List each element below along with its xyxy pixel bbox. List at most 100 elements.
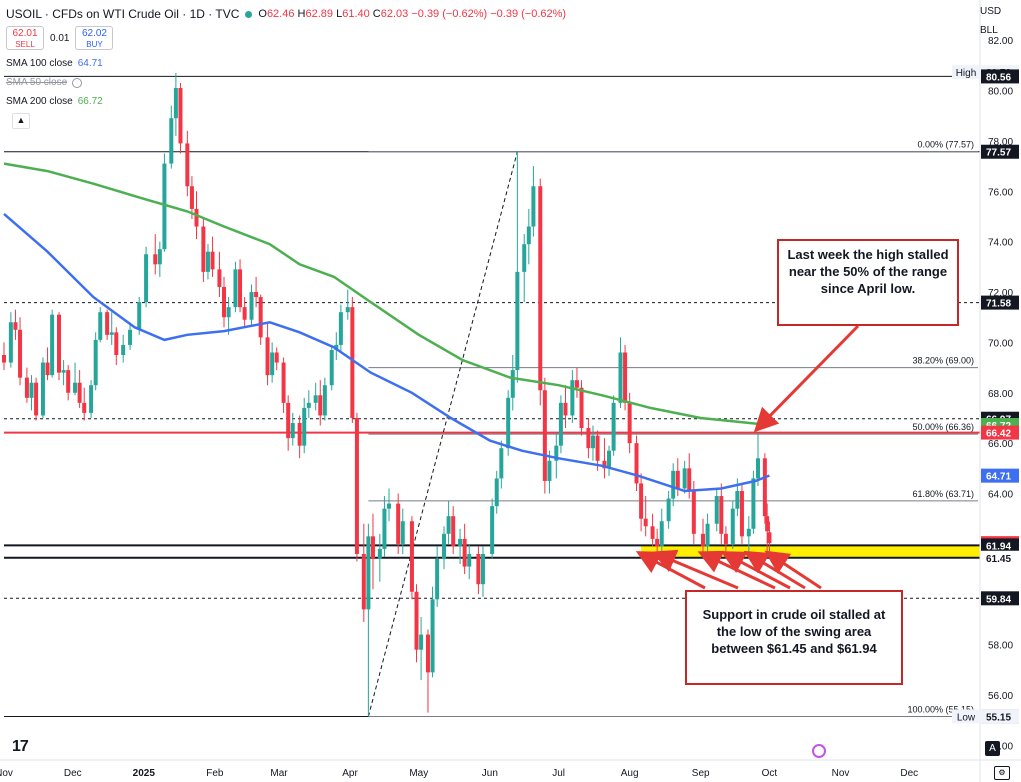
candle-body — [286, 402, 291, 439]
indicator-sma100[interactable]: SMA 100 close 64.71 — [6, 58, 103, 69]
candle — [226, 297, 231, 335]
candle-body — [8, 322, 13, 363]
sma-line — [3, 212, 770, 493]
candle — [430, 586, 435, 678]
sell-button[interactable]: 62.01 SELL — [6, 26, 44, 50]
fib-level-label: 100.00% (55.15) — [907, 704, 974, 714]
candle-body — [366, 536, 371, 610]
candle — [723, 526, 728, 554]
candle — [650, 513, 655, 547]
price-tag-label: Low — [957, 712, 976, 723]
hidden-eye-icon[interactable] — [72, 77, 83, 88]
candle-body — [98, 312, 103, 340]
price-tag-value: 66.42 — [986, 429, 1011, 440]
candle-body — [233, 269, 238, 308]
candle-body — [2, 354, 6, 363]
candle — [531, 166, 536, 237]
candle-body — [462, 538, 467, 567]
candle-body — [723, 533, 728, 544]
x-tick-label: Nov — [0, 768, 13, 779]
candle — [746, 516, 751, 552]
gear-icon[interactable]: ⚙ — [994, 766, 1010, 780]
candle-body — [719, 496, 724, 534]
candle-body — [265, 337, 270, 376]
candle-body — [639, 483, 644, 519]
buy-button[interactable]: 62.02 BUY — [75, 26, 114, 50]
candle-body — [671, 470, 676, 499]
symbol-title[interactable]: USOIL · CFDs on WTI Crude Oil · 1D · TVC — [6, 7, 240, 21]
candle — [93, 332, 98, 391]
candle-body — [334, 344, 339, 350]
candle-body — [201, 226, 206, 272]
candle-body — [61, 370, 66, 373]
candle-body — [157, 249, 162, 265]
y-tick-label: 68.00 — [988, 389, 1013, 400]
candle — [185, 130, 190, 197]
candle — [586, 417, 591, 459]
candle — [153, 234, 158, 275]
candle-body — [595, 435, 600, 461]
candle-body — [687, 468, 692, 492]
candle-body — [178, 88, 183, 144]
candle-body — [254, 292, 259, 298]
candle — [494, 470, 499, 514]
candle — [700, 518, 705, 554]
candle-body — [322, 385, 327, 416]
candle-body — [510, 370, 515, 398]
candle — [222, 276, 227, 328]
candle-body — [222, 286, 227, 318]
candle — [329, 344, 334, 391]
x-tick-label: Mar — [270, 768, 288, 779]
candle-body — [77, 382, 82, 403]
axis-currency-menu[interactable]: USD BLL — [980, 6, 1002, 36]
candle-body — [114, 332, 119, 355]
chevron-up-icon[interactable]: ▲ — [12, 113, 30, 129]
candle — [45, 347, 50, 381]
snapshot-icon[interactable] — [812, 744, 826, 758]
auto-scale-button[interactable]: A — [985, 741, 1000, 756]
candle-body — [574, 380, 579, 388]
candle — [98, 307, 103, 343]
tradingview-logo[interactable]: 17 — [12, 738, 29, 755]
candle — [435, 546, 440, 607]
candle — [249, 284, 254, 325]
candle-body — [173, 88, 178, 119]
candle-body — [666, 498, 671, 522]
candle-body — [318, 395, 323, 416]
candle — [338, 304, 343, 353]
candle-body — [538, 186, 543, 391]
candle — [242, 297, 247, 328]
price-tag-bg — [981, 591, 1019, 606]
candle-body — [476, 553, 481, 585]
candle-body — [746, 528, 751, 537]
price-tag-label-bg — [952, 65, 980, 80]
candle-body — [361, 553, 366, 610]
candle — [109, 312, 114, 345]
x-tick-label: 2025 — [133, 768, 156, 779]
candle — [77, 370, 82, 408]
candle-body — [345, 307, 350, 313]
candle-body — [586, 428, 591, 449]
candle-body — [526, 226, 531, 245]
candle — [458, 528, 463, 565]
candle-body — [714, 496, 719, 524]
candle-body — [274, 352, 279, 363]
candle-body — [377, 548, 382, 560]
indicator-sma200[interactable]: SMA 200 close 66.72 — [6, 96, 103, 107]
candle-body — [451, 516, 456, 547]
candle — [2, 342, 6, 371]
price-tag-value: 61.94 — [986, 541, 1011, 552]
candle — [233, 261, 238, 313]
candle — [579, 380, 584, 436]
candle-body — [623, 352, 628, 403]
candle-body — [767, 532, 772, 544]
candle — [322, 377, 327, 421]
candle-body — [281, 362, 286, 403]
indicator-sma50[interactable]: SMA 50 close — [6, 73, 566, 92]
candle — [755, 433, 760, 486]
candle-body — [396, 503, 401, 544]
candle-body — [162, 163, 167, 250]
candle-body — [105, 312, 110, 335]
candle — [382, 496, 387, 557]
